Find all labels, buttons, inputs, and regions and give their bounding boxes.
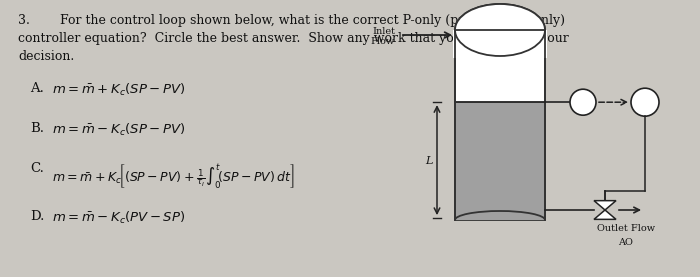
Text: A.: A.	[30, 82, 44, 95]
Text: $m = \bar{m} - K_c(SP - PV)$: $m = \bar{m} - K_c(SP - PV)$	[52, 122, 186, 138]
Text: 3.: 3.	[18, 14, 30, 27]
Text: decision.: decision.	[18, 50, 74, 63]
Text: For the control loop shown below, what is the correct P-only (proportional only): For the control loop shown below, what i…	[60, 14, 565, 27]
Text: C.: C.	[30, 162, 44, 175]
Text: controller equation?  Circle the best answer.  Show any work that you do to make: controller equation? Circle the best ans…	[18, 32, 568, 45]
Circle shape	[631, 88, 659, 116]
Text: $m = \bar{m} - K_c(PV - SP)$: $m = \bar{m} - K_c(PV - SP)$	[52, 210, 186, 226]
Polygon shape	[594, 210, 616, 219]
Polygon shape	[594, 201, 616, 210]
Text: B.: B.	[30, 122, 44, 135]
Text: Inlet
Flow: Inlet Flow	[371, 27, 395, 47]
Text: L: L	[426, 156, 433, 166]
Text: AO: AO	[619, 238, 634, 247]
Text: $m = \bar{m} + K_c\!\left[(SP - PV) + \frac{1}{\tau_I}\int_0^t\!(SP - PV)\,dt\ri: $m = \bar{m} + K_c\!\left[(SP - PV) + \f…	[52, 162, 295, 191]
Ellipse shape	[455, 4, 545, 56]
Text: D.: D.	[30, 210, 44, 223]
Text: LC: LC	[638, 98, 652, 107]
Text: LT: LT	[578, 98, 589, 107]
Bar	[455, 30, 545, 220]
Bar	[453, 30, 547, 58]
Circle shape	[570, 89, 596, 115]
Text: $m = \bar{m} + K_c(SP - PV)$: $m = \bar{m} + K_c(SP - PV)$	[52, 82, 186, 98]
Bar	[456, 102, 544, 220]
Bar	[453, 30, 547, 57]
Text: Outlet Flow: Outlet Flow	[597, 224, 655, 233]
Ellipse shape	[455, 4, 545, 56]
